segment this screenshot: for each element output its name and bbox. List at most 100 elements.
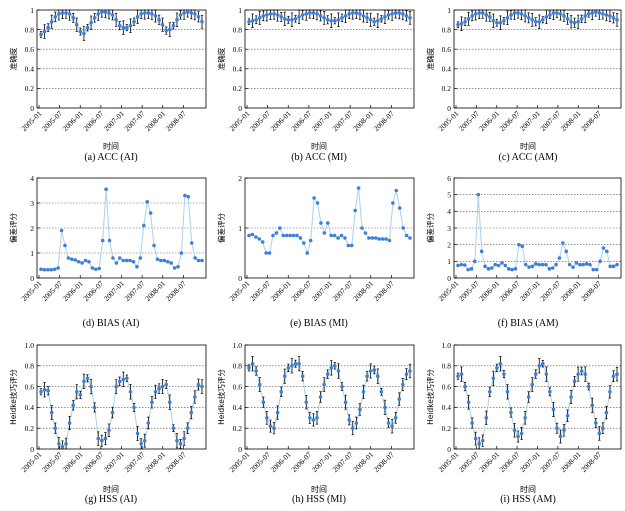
data-point-e xyxy=(322,231,327,235)
data-point-a xyxy=(49,19,54,24)
data-point-f xyxy=(561,241,565,245)
data-point-b xyxy=(404,14,409,18)
data-point-e xyxy=(278,226,282,230)
data-point-f xyxy=(523,262,528,267)
y-tick-label-c: 0.4 xyxy=(442,65,452,74)
caption-a: (a) ACC (AI) xyxy=(84,152,138,163)
data-point-d xyxy=(80,261,84,265)
data-point-b xyxy=(347,12,351,16)
data-point-a xyxy=(53,15,58,19)
data-point-f xyxy=(490,266,494,270)
data-point-f xyxy=(557,256,562,260)
data-point-e xyxy=(247,233,251,238)
x-tick-label-c: 2008-01 xyxy=(559,109,583,133)
data-point-c xyxy=(597,11,602,15)
x-tick-label-g: 2006-07 xyxy=(81,450,105,474)
data-point-e xyxy=(353,208,357,213)
data-point-i xyxy=(495,366,499,370)
data-point-b xyxy=(318,14,323,18)
data-point-c xyxy=(484,13,489,17)
data-point-h xyxy=(347,418,351,422)
y-tick-label-g: 0.2 xyxy=(25,424,35,433)
data-point-f xyxy=(564,249,569,254)
x-tick-label-f: 2008-01 xyxy=(559,279,583,303)
data-point-g xyxy=(42,387,47,392)
data-point-e xyxy=(267,251,272,255)
data-point-i xyxy=(608,390,612,394)
data-point-g xyxy=(164,382,169,387)
data-point-e xyxy=(264,251,268,255)
data-point-f xyxy=(517,242,521,247)
data-point-h xyxy=(358,407,362,412)
data-point-e xyxy=(315,201,320,205)
x-tick-label-i: 2007-01 xyxy=(518,450,542,474)
data-point-i xyxy=(530,382,534,387)
x-tick-label-d: 2005-07 xyxy=(40,279,64,303)
data-point-d xyxy=(39,267,43,272)
data-point-b xyxy=(300,13,305,17)
data-point-f xyxy=(611,264,616,269)
data-point-f xyxy=(500,261,504,265)
data-point-g xyxy=(46,388,50,393)
data-point-a xyxy=(42,29,47,34)
data-point-e xyxy=(380,237,385,241)
y-axis-title-c: 准确度 xyxy=(425,47,435,70)
data-point-i xyxy=(473,436,478,441)
data-point-c xyxy=(611,16,616,20)
x-tick-label-h: 2006-01 xyxy=(269,450,293,474)
data-point-h xyxy=(404,372,409,376)
plot-frame-a xyxy=(36,9,207,109)
data-point-i xyxy=(509,410,513,415)
series-line-b xyxy=(248,12,411,23)
data-point-f xyxy=(479,249,484,254)
data-point-g xyxy=(146,421,151,425)
x-tick-label-h: 2005-07 xyxy=(248,450,272,474)
y-axis-title-g: Heidke技巧评分 xyxy=(8,369,18,425)
data-point-d xyxy=(94,267,98,272)
data-point-b xyxy=(386,13,391,17)
y-tick-label-f: 6 xyxy=(447,174,451,183)
data-point-b xyxy=(261,14,266,18)
data-point-g xyxy=(160,384,165,389)
data-point-i xyxy=(488,390,492,394)
x-tick-label-g: 2008-07 xyxy=(164,450,188,474)
data-point-a xyxy=(150,12,154,16)
data-point-b xyxy=(250,18,255,23)
data-point-d xyxy=(73,258,78,262)
data-point-e xyxy=(295,233,299,238)
data-point-d xyxy=(97,266,102,271)
data-point-b xyxy=(340,16,344,20)
data-point-g xyxy=(196,382,201,387)
data-point-h xyxy=(257,382,262,387)
data-point-g xyxy=(89,384,93,389)
data-point-g xyxy=(92,405,97,410)
data-point-f xyxy=(486,267,491,271)
data-point-h xyxy=(329,366,334,370)
data-point-e xyxy=(298,236,303,240)
data-point-c xyxy=(548,13,552,17)
data-point-e xyxy=(257,237,262,241)
data-point-e xyxy=(391,201,395,205)
data-point-h xyxy=(401,382,405,387)
data-point-c xyxy=(491,18,496,23)
data-point-i xyxy=(541,361,545,366)
data-point-e xyxy=(260,240,265,244)
data-point-g xyxy=(171,426,176,431)
x-tick-label-e: 2007-07 xyxy=(330,279,354,303)
data-point-b xyxy=(393,11,398,15)
y-axis-title-f: 偏差评分 xyxy=(425,213,435,243)
data-point-a xyxy=(200,19,204,24)
x-tick-label-h: 2006-07 xyxy=(289,450,313,474)
data-point-d xyxy=(176,264,180,269)
data-point-e xyxy=(302,241,306,245)
y-tick-label-g: 0 xyxy=(30,445,34,454)
x-tick-label-f: 2007-01 xyxy=(518,279,542,303)
data-point-a xyxy=(74,22,79,27)
data-point-b xyxy=(350,11,355,15)
data-point-g xyxy=(114,384,118,389)
data-point-b xyxy=(397,11,402,15)
data-point-e xyxy=(339,233,344,238)
data-point-e xyxy=(308,238,313,243)
